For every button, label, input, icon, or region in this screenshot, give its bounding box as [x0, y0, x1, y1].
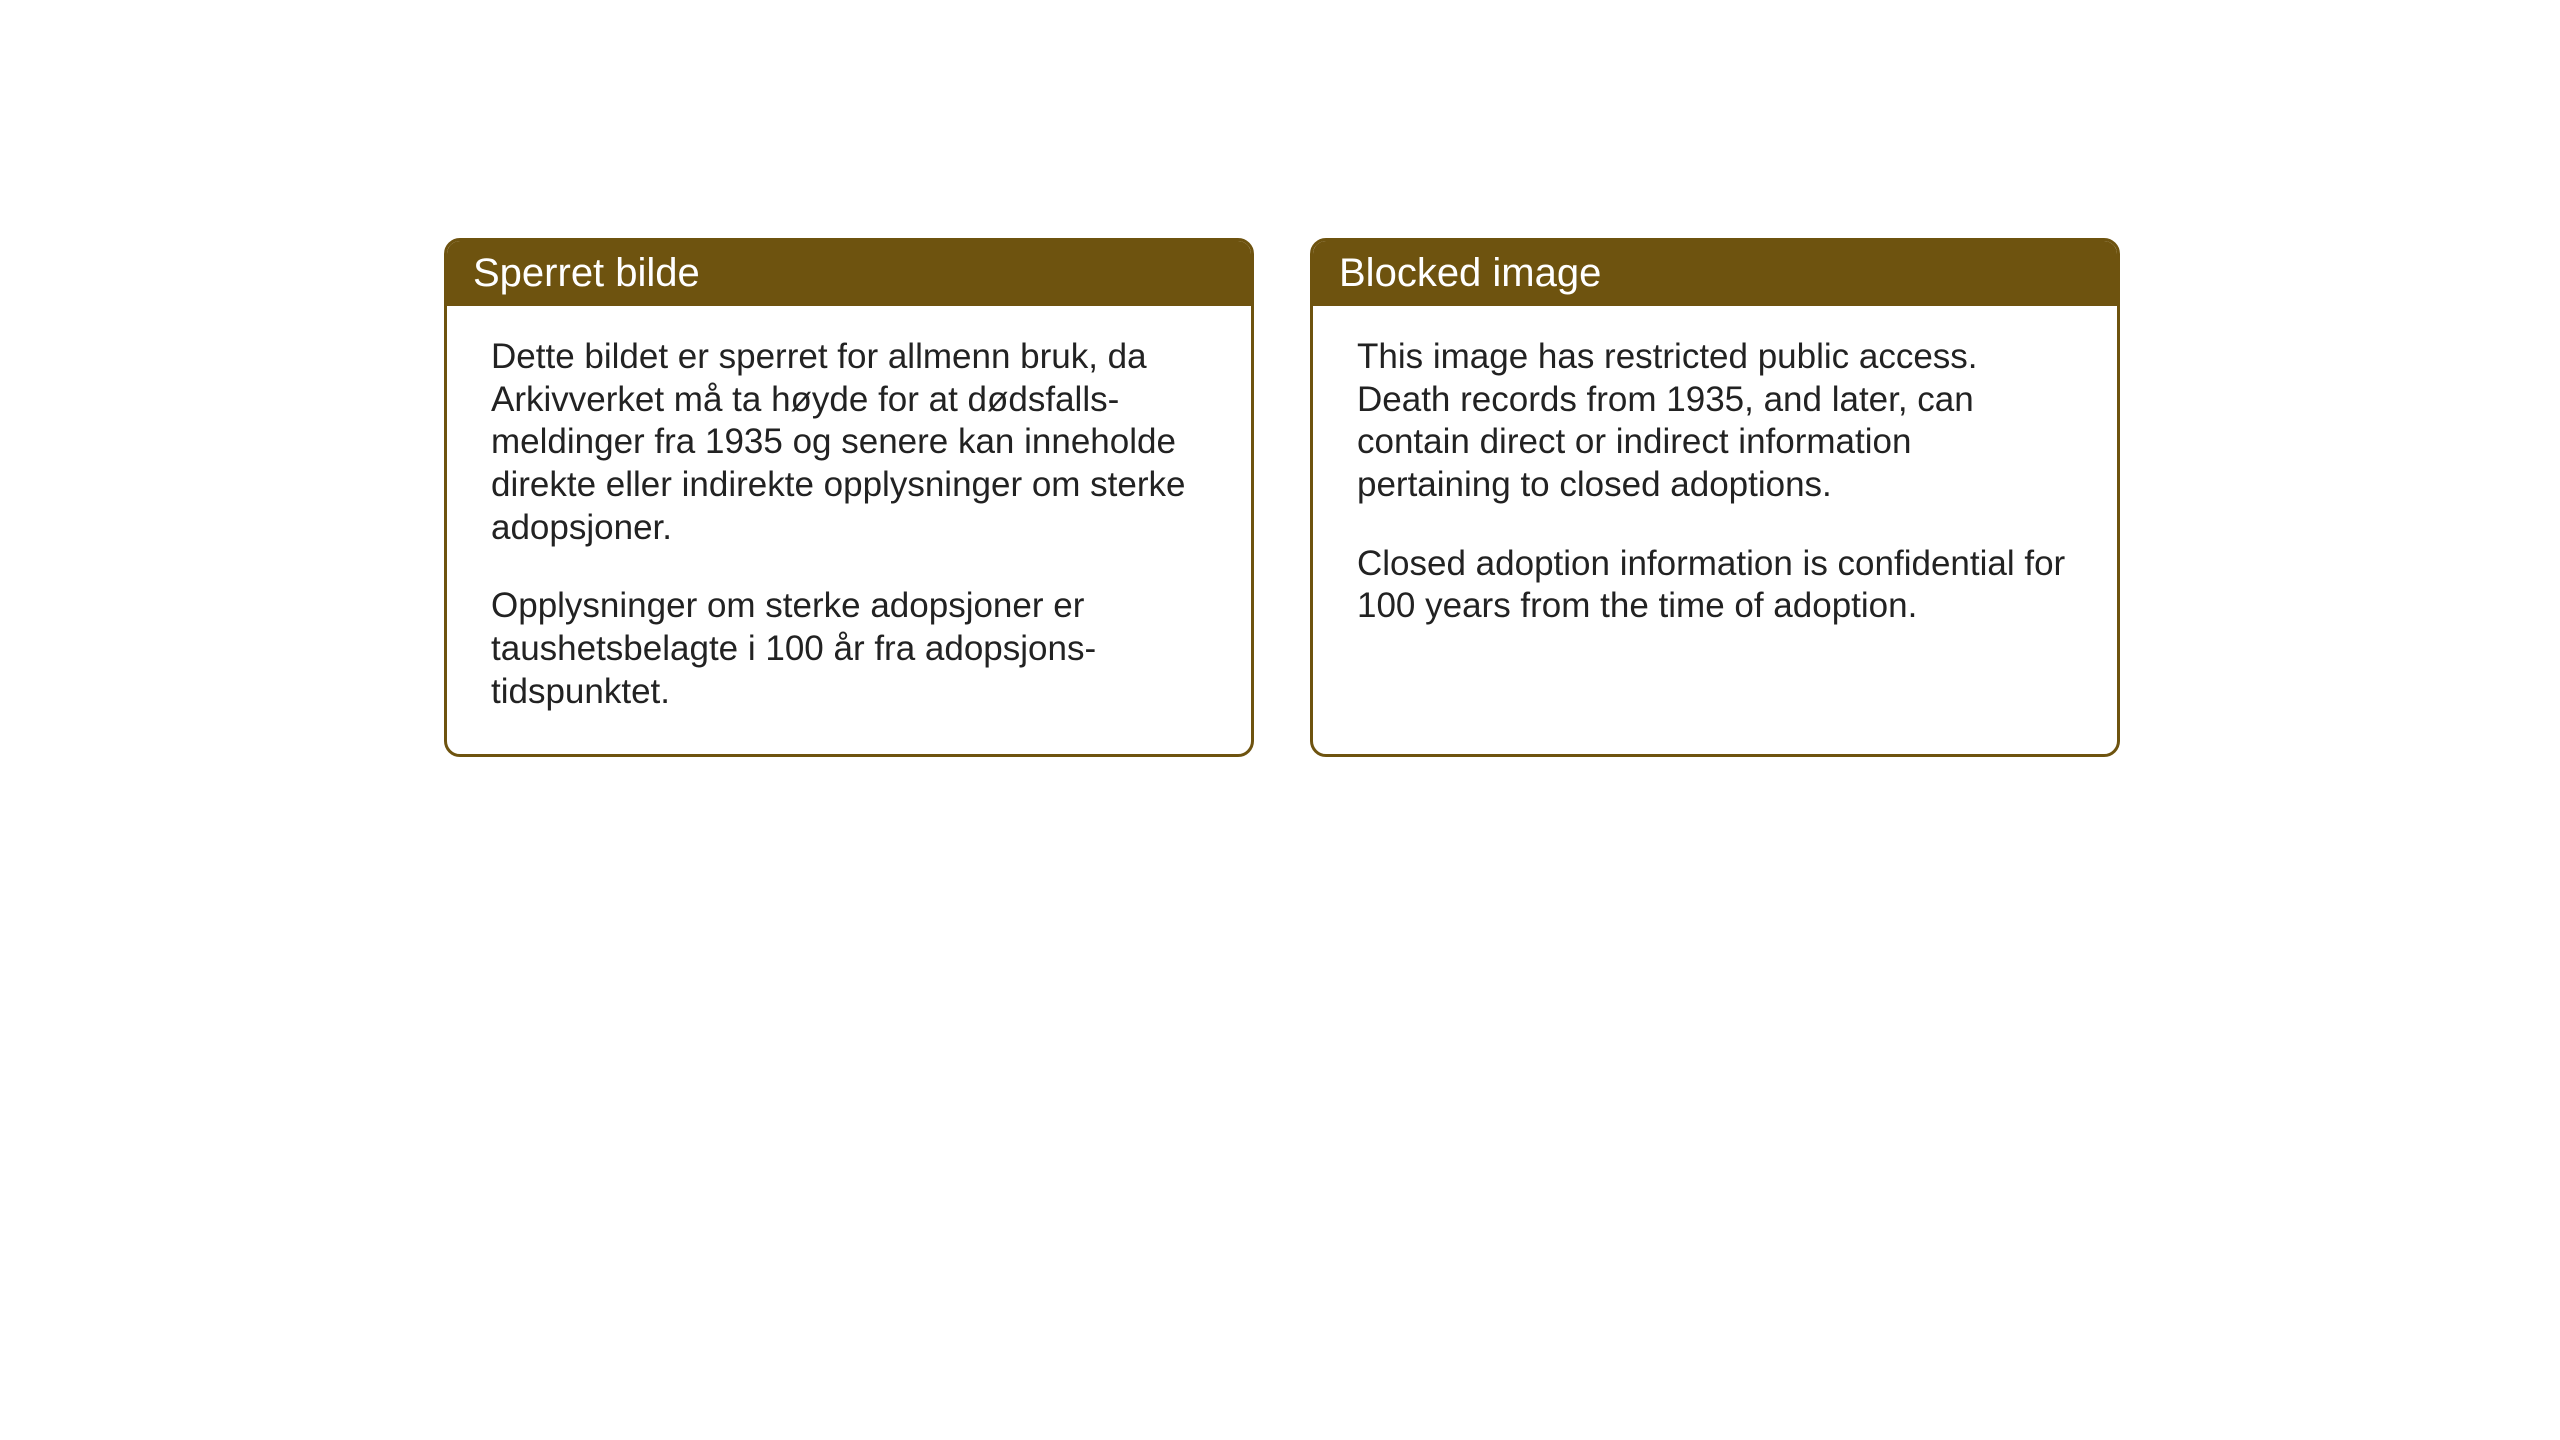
- english-paragraph-1: This image has restricted public access.…: [1357, 336, 2073, 507]
- norwegian-paragraph-1: Dette bildet er sperret for allmenn bruk…: [491, 336, 1207, 549]
- norwegian-card-title: Sperret bilde: [447, 241, 1251, 306]
- norwegian-paragraph-2: Opplysninger om sterke adopsjoner er tau…: [491, 585, 1207, 713]
- norwegian-card: Sperret bilde Dette bildet er sperret fo…: [444, 238, 1254, 757]
- english-card-body: This image has restricted public access.…: [1313, 306, 2117, 736]
- english-card-title: Blocked image: [1313, 241, 2117, 306]
- english-card: Blocked image This image has restricted …: [1310, 238, 2120, 757]
- english-paragraph-2: Closed adoption information is confident…: [1357, 543, 2073, 628]
- norwegian-card-body: Dette bildet er sperret for allmenn bruk…: [447, 306, 1251, 754]
- cards-container: Sperret bilde Dette bildet er sperret fo…: [444, 238, 2120, 757]
